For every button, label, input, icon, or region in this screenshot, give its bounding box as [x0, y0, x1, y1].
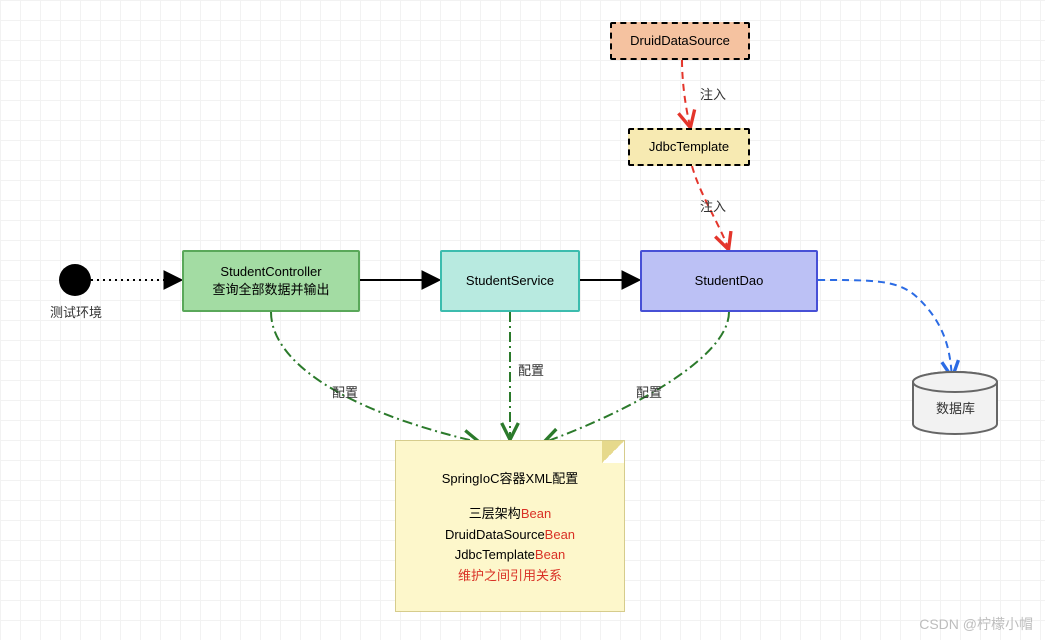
controller-node-subtitle: 查询全部数据并输出	[212, 281, 329, 299]
controller-node: StudentController 查询全部数据并输出	[182, 250, 360, 312]
config-note-line-4: 维护之间引用关系	[396, 566, 624, 587]
edge-label-inject-2: 注入	[700, 196, 726, 215]
diagram-canvas: 测试环境 StudentController 查询全部数据并输出 Student…	[0, 0, 1045, 640]
edge-label-config-3: 配置	[636, 382, 662, 401]
config-note-line-1: 三层架构Bean	[396, 504, 624, 525]
dao-node: StudentDao	[640, 250, 818, 312]
edge-label-config-1: 配置	[332, 382, 358, 401]
edge-controller-note	[271, 312, 478, 442]
jdbc-node-title: JdbcTemplate	[649, 138, 729, 156]
start-node-label: 测试环境	[50, 302, 102, 321]
config-note-line-2: DruidDataSourceBean	[396, 525, 624, 546]
edge-label-inject-1: 注入	[700, 84, 726, 103]
note-fold-icon	[602, 441, 624, 463]
service-node-title: StudentService	[466, 272, 554, 290]
service-node: StudentService	[440, 250, 580, 312]
edge-label-config-2: 配置	[518, 360, 544, 379]
edge-dao-db	[818, 280, 952, 376]
watermark-text: CSDN @柠檬小帽	[919, 614, 1033, 634]
jdbc-node: JdbcTemplate	[628, 128, 750, 166]
dao-node-title: StudentDao	[695, 272, 764, 290]
config-note-line-3: JdbcTemplateBean	[396, 545, 624, 566]
database-label: 数据库	[936, 398, 975, 417]
edge-dao-note	[545, 312, 729, 442]
druid-node-title: DruidDataSource	[630, 32, 730, 50]
controller-node-title: StudentController	[220, 263, 321, 281]
start-node-icon	[59, 264, 91, 296]
config-note: SpringIoC容器XML配置 三层架构Bean DruidDataSourc…	[395, 440, 625, 612]
edge-druid-jdbc	[682, 60, 690, 126]
config-note-title: SpringIoC容器XML配置	[396, 469, 624, 490]
druid-node: DruidDataSource	[610, 22, 750, 60]
